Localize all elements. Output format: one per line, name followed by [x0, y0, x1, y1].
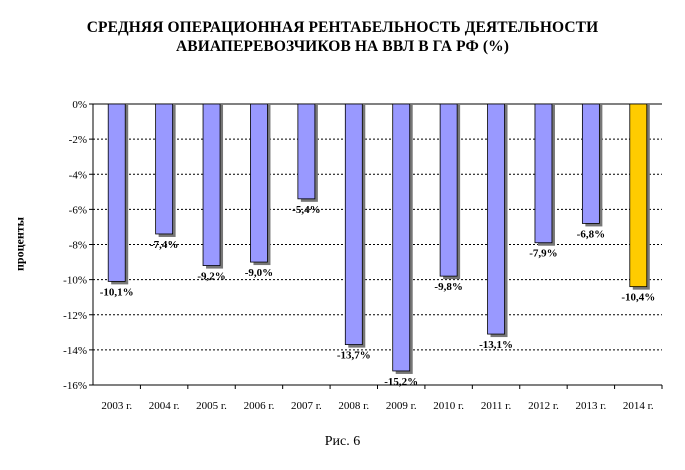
y-tick-label: -12%: [63, 310, 87, 322]
x-tick-label: 2003 г.: [101, 400, 132, 412]
x-tick-label: 2006 г.: [244, 400, 275, 412]
data-label: -7,9%: [529, 248, 557, 260]
bar: [202, 103, 221, 266]
x-tick-label: 2010 г.: [433, 400, 464, 412]
x-tick-label: 2007 г.: [291, 400, 322, 412]
data-label: -9,2%: [197, 271, 225, 283]
bar: [534, 103, 553, 244]
data-label: -7,4%: [150, 239, 178, 251]
bar: [581, 103, 600, 224]
data-label: -5,4%: [292, 204, 320, 216]
chart-title-line-2: АВИАПЕРЕВОЗЧИКОВ НА ВВЛ В ГА РФ (%): [176, 38, 509, 55]
x-tick-label: 2005 г.: [196, 400, 227, 412]
bar: [392, 103, 411, 372]
y-tick-label: -8%: [69, 240, 87, 252]
data-label: -13,1%: [479, 339, 513, 351]
figure-caption: Рис. 6: [324, 434, 361, 449]
y-tick-label: -6%: [69, 204, 87, 216]
bar: [344, 103, 363, 346]
bar: [155, 103, 174, 235]
bar: [487, 103, 505, 335]
y-tick-label: -2%: [69, 134, 87, 146]
data-label: -9,0%: [245, 267, 273, 279]
y-tick-label: -4%: [69, 169, 87, 181]
data-label: -13,7%: [337, 350, 371, 362]
y-tick-label: -16%: [63, 380, 87, 392]
bar-chart: 0% -2% -4% -6% -8% -10% -12% -14% -16% -10,1% 2003…: [63, 99, 663, 412]
bar: [629, 103, 648, 288]
y-tick-label: -10%: [63, 275, 87, 287]
x-tick-label: 2004 г.: [149, 400, 180, 412]
bar: [439, 103, 458, 277]
x-tick-label: 2013 г.: [575, 400, 606, 412]
x-tick-label: 2011 г.: [481, 400, 512, 412]
data-label: -10,4%: [621, 292, 655, 304]
bar: [250, 103, 268, 263]
bar: [107, 103, 126, 282]
chart-title-line-1: СРЕДНЯЯ ОПЕРАЦИОННАЯ РЕНТАБЕЛЬНОСТЬ ДЕЯТ…: [86, 19, 599, 36]
x-tick-label: 2014 г.: [623, 400, 654, 412]
data-label: -6,8%: [577, 228, 605, 240]
y-tick-label: 0%: [72, 99, 87, 111]
y-tick-label: -14%: [63, 345, 87, 357]
bar: [297, 103, 316, 200]
x-tick-label: 2008 г.: [338, 400, 369, 412]
data-label: -15,2%: [384, 376, 418, 388]
x-tick-label: 2009 г.: [386, 400, 417, 412]
x-tick-label: 2012 г.: [528, 400, 559, 412]
data-label: -9,8%: [434, 281, 462, 293]
data-label: -10,1%: [100, 286, 134, 298]
